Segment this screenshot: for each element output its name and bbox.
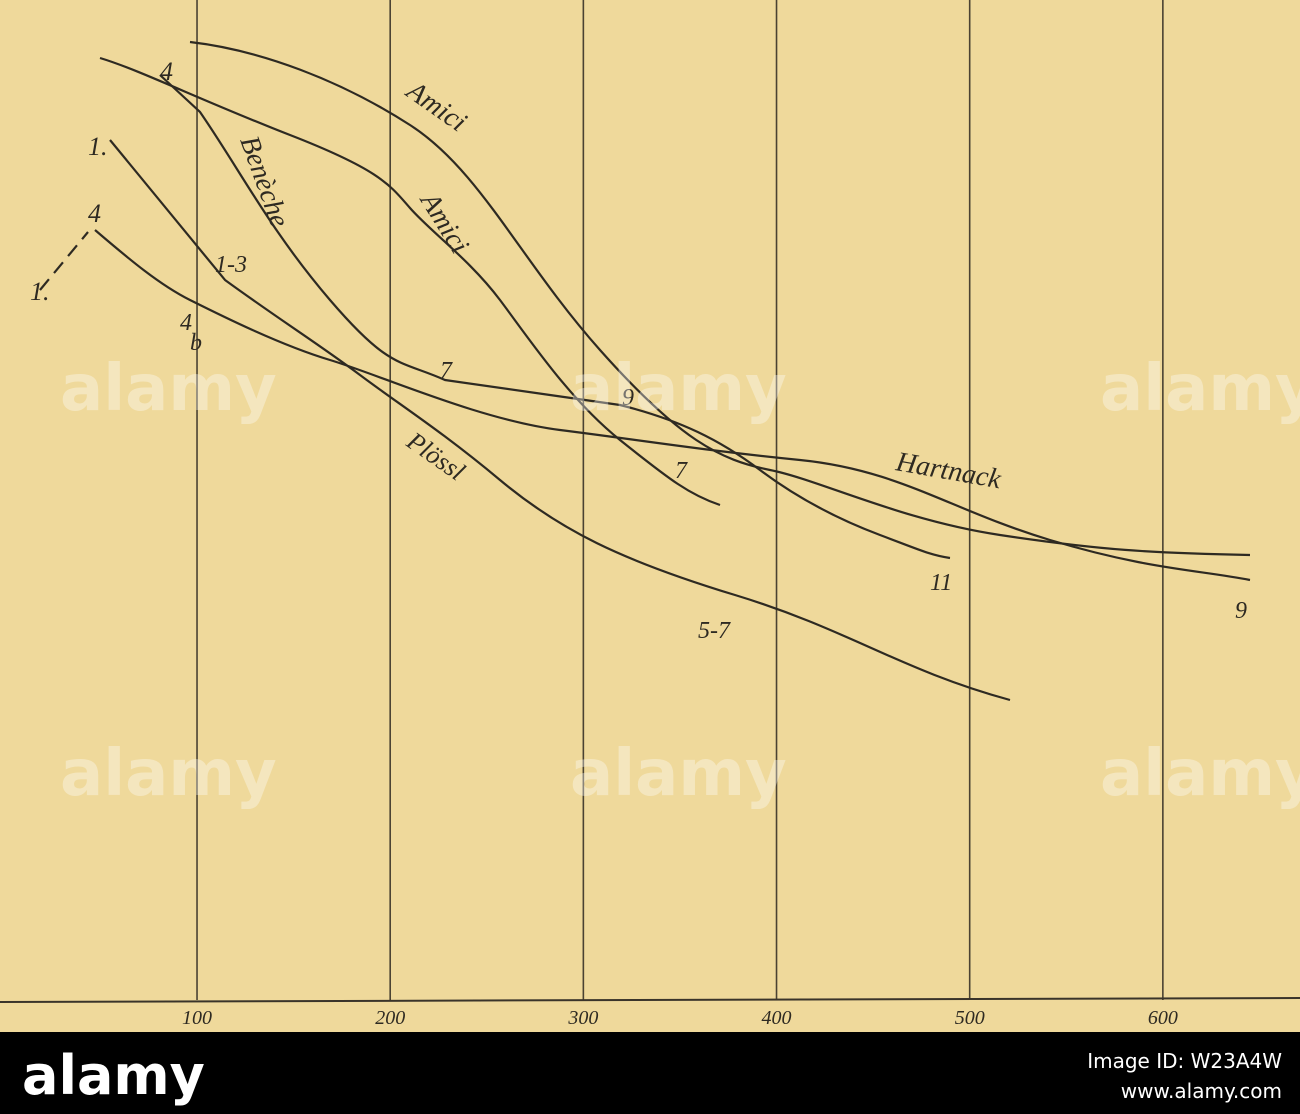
footer-url: www.alamy.com — [1121, 1079, 1282, 1103]
watermark: alamy — [60, 352, 277, 426]
curve-amici-lower — [99, 56, 721, 507]
point-label: 7 — [440, 358, 453, 384]
x-tick-label: 600 — [1148, 1007, 1178, 1029]
paper — [0, 0, 1300, 1032]
x-tick-label: 500 — [955, 1007, 985, 1029]
point-label: 11 — [930, 570, 952, 596]
watermark: alamy — [60, 737, 277, 811]
x-tick-label: 200 — [375, 1007, 405, 1029]
grid — [196, 0, 1164, 1000]
footer-logo: alamy — [22, 1044, 205, 1107]
point-label: 1-3 — [215, 252, 247, 278]
x-tick-label: 400 — [762, 1007, 792, 1029]
point-label: 5-7 — [698, 618, 731, 644]
point-label: 4 — [180, 310, 192, 336]
watermark: alamy — [570, 352, 787, 426]
point-label: 4 — [160, 57, 173, 86]
x-axis-line — [0, 997, 1300, 1003]
point-label: 1. — [88, 132, 108, 161]
image-id: Image ID: W23A4W — [1087, 1049, 1282, 1073]
curve-plossl — [109, 139, 1011, 702]
point-label: 1. — [30, 277, 50, 306]
watermark: alamy — [570, 737, 787, 811]
point-label: b — [190, 330, 202, 356]
x-tick-label: 100 — [182, 1007, 212, 1029]
footer-bar — [0, 1032, 1300, 1114]
point-label: 9 — [1235, 598, 1247, 624]
curve-amici-upper — [189, 40, 1251, 557]
point-label: 4 — [88, 199, 101, 228]
point-label: 9 — [622, 385, 634, 411]
curve-beneche — [159, 74, 951, 560]
curve-short — [39, 231, 89, 291]
point-label: 7 — [675, 458, 688, 484]
x-tick-label: 300 — [567, 1007, 598, 1029]
curve-hartnack — [94, 229, 1251, 582]
watermark: alamy — [1100, 737, 1300, 811]
watermark: alamy — [1100, 352, 1300, 426]
